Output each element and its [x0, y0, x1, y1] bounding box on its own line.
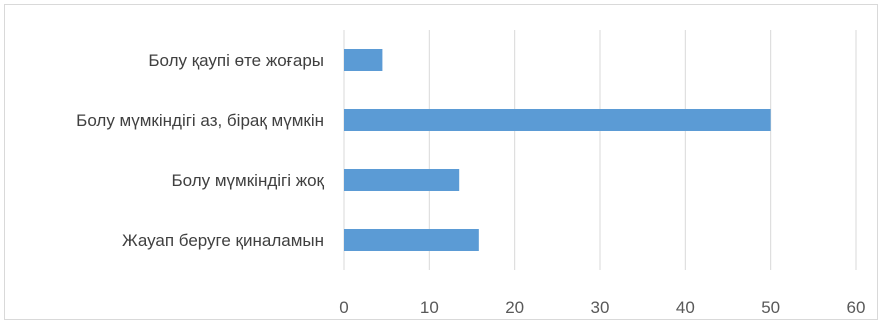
x-tick-labels: 0 10 20 30 40 50 60	[339, 298, 865, 317]
category-label: Болу мүмкіндігі жоқ	[171, 171, 324, 190]
x-tick-label: 20	[505, 298, 524, 317]
bar	[344, 109, 771, 131]
bar	[344, 229, 479, 251]
category-label: Болу мүмкіндігі аз, бірақ мүмкін	[76, 111, 324, 130]
category-labels: Болу қаупі өте жоғары Болу мүмкіндігі аз,…	[76, 51, 324, 250]
bar	[344, 49, 383, 71]
x-tick-label: 60	[847, 298, 866, 317]
x-tick-label: 10	[420, 298, 439, 317]
category-label: Жауап беруге қиналамын	[122, 231, 324, 250]
x-tick-label: 0	[339, 298, 348, 317]
chart-frame	[4, 4, 878, 320]
bars	[344, 49, 771, 251]
x-tick-label: 30	[591, 298, 610, 317]
x-tick-label: 40	[676, 298, 695, 317]
bar	[344, 169, 460, 191]
category-label: Болу қаупі өте жоғары	[148, 51, 324, 70]
x-tick-label: 50	[761, 298, 780, 317]
